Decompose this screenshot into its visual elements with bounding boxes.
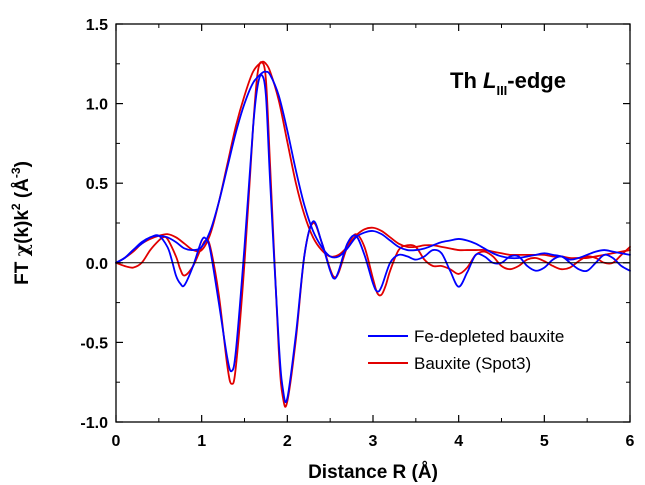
y-tick-label: 0.0 bbox=[86, 256, 108, 273]
x-tick-label: 4 bbox=[454, 433, 463, 450]
y-axis-title: FT χ(k)k2 (Å-3) bbox=[9, 161, 33, 285]
x-axis-title: Distance R (Å) bbox=[308, 462, 438, 483]
y-tick-label: 0.5 bbox=[86, 176, 108, 193]
y-tick-label: -0.5 bbox=[80, 335, 108, 352]
plot-lines bbox=[115, 60, 631, 408]
y-axis-title-chi: χ bbox=[11, 243, 33, 256]
y-tick-label: 1.0 bbox=[86, 97, 108, 114]
y-axis-title-mid: (k)k bbox=[12, 210, 33, 244]
edge-annotation-post: -edge bbox=[507, 68, 566, 93]
x-tick-label: 1 bbox=[197, 433, 206, 450]
y-axis-title-exp: 2 bbox=[9, 203, 23, 210]
y-tick-label: -1.0 bbox=[80, 415, 108, 432]
axis-ticks bbox=[115, 23, 631, 423]
y-axis-title-prefix: FT bbox=[12, 256, 33, 285]
y-axis-title-unit-open: (Å bbox=[12, 178, 33, 204]
edge-annotation-pre: Th bbox=[450, 68, 483, 93]
legend-label-fe-depleted: Fe-depleted bauxite bbox=[414, 327, 564, 346]
series-bauxite-spot3-magnitude-line bbox=[115, 60, 631, 264]
x-tick-label: 3 bbox=[369, 433, 378, 450]
x-tick-label: 6 bbox=[626, 433, 635, 450]
y-tick-label: 1.5 bbox=[86, 17, 108, 34]
axis-tick-labels: 0 1 2 3 4 5 6 -1.0 -0.5 0.0 0.5 1.0 1.5 bbox=[80, 17, 634, 450]
series-fe-depleted-magnitude-line bbox=[115, 70, 631, 264]
edge-annotation-sub: III bbox=[496, 83, 507, 98]
legend: Fe-depleted bauxite Bauxite (Spot3) bbox=[364, 320, 626, 378]
y-axis-title-unit-close: ) bbox=[12, 161, 33, 167]
x-tick-label: 0 bbox=[112, 433, 121, 450]
x-tick-label: 5 bbox=[540, 433, 549, 450]
edge-annotation: Th LIII-edge bbox=[450, 68, 566, 98]
legend-label-bauxite-spot3: Bauxite (Spot3) bbox=[414, 354, 531, 373]
series-fe-depleted-real-line bbox=[115, 73, 631, 404]
x-tick-label: 2 bbox=[283, 433, 292, 450]
y-axis-title-unit-exp: -3 bbox=[9, 167, 23, 178]
edge-annotation-italic: L bbox=[483, 68, 496, 93]
legend-box bbox=[364, 320, 626, 378]
